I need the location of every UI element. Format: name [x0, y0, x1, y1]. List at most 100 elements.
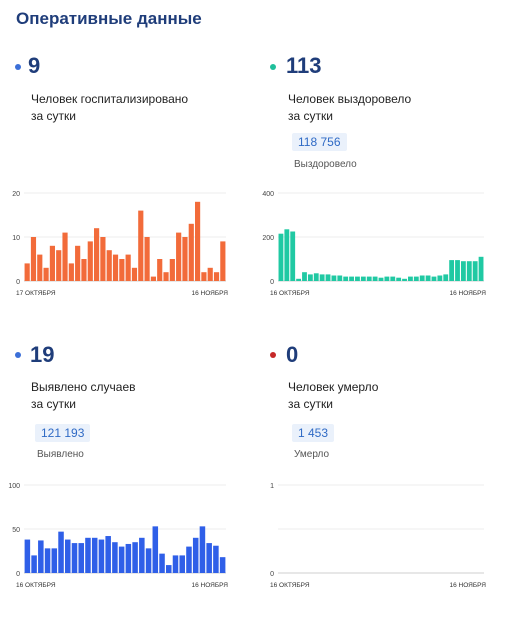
- bar: [199, 526, 206, 573]
- bar: [413, 276, 419, 281]
- bar: [106, 250, 112, 281]
- x-end-label: 16 НОЯБРЯ: [192, 582, 229, 589]
- bar: [68, 263, 74, 281]
- bar: [94, 228, 100, 281]
- bar: [455, 260, 460, 281]
- bar: [31, 555, 37, 573]
- y-tick-label: 0: [16, 571, 20, 578]
- bar: [38, 540, 44, 573]
- bar: [290, 231, 296, 281]
- status-dot: [270, 64, 276, 70]
- bar: [460, 261, 466, 281]
- bar: [105, 536, 111, 573]
- bar: [172, 555, 179, 573]
- bar: [384, 276, 390, 281]
- bar: [182, 237, 188, 281]
- y-tick-label: 10: [12, 235, 20, 242]
- bar: [78, 543, 84, 573]
- stat-label-line2: за сутки: [288, 397, 333, 411]
- bar: [166, 565, 172, 573]
- x-start-label: 16 ОКТЯБРЯ: [270, 290, 310, 297]
- bar: [37, 254, 43, 281]
- x-start-label: 16 ОКТЯБРЯ: [16, 582, 56, 589]
- bar: [91, 537, 98, 573]
- bar: [206, 543, 212, 573]
- bar: [302, 272, 307, 281]
- y-tick-label: 400: [262, 191, 274, 198]
- bar: [176, 232, 182, 281]
- bar: [65, 539, 71, 573]
- bar: [98, 539, 105, 573]
- bar: [313, 273, 319, 281]
- x-end-label: 16 НОЯБРЯ: [450, 290, 487, 297]
- bar: [118, 546, 125, 573]
- card-hospitalized: 9 Человек госпитализировано за сутки 20 1…: [10, 50, 260, 350]
- bar: [349, 276, 354, 281]
- bar-chart-recovered: 400 200 0 16 ОКТЯБРЯ 16 НОЯБРЯ: [262, 191, 487, 297]
- bar: [449, 260, 455, 281]
- bar-chart-hospitalized: 20 10 0 17 ОКТЯБРЯ 16 НОЯБРЯ: [12, 191, 229, 297]
- bar: [278, 233, 284, 281]
- bar: [195, 201, 201, 281]
- bar: [152, 526, 159, 573]
- stat-label-line1: Выявлено случаев: [31, 380, 136, 394]
- bar: [408, 276, 413, 281]
- bar: [213, 272, 220, 281]
- y-tick-label: 1: [270, 483, 274, 490]
- bar: [51, 548, 58, 573]
- bar: [131, 267, 138, 281]
- y-tick-label: 0: [16, 279, 20, 286]
- bar: [219, 557, 226, 573]
- y-tick-label: 200: [262, 235, 274, 242]
- stat-label-line2: за сутки: [31, 109, 76, 123]
- bar: [125, 254, 131, 281]
- bar: [132, 542, 138, 573]
- bar: [372, 276, 378, 281]
- bar: [443, 274, 449, 281]
- bar: [284, 229, 290, 281]
- bar: [402, 278, 407, 281]
- x-end-label: 16 НОЯБРЯ: [192, 290, 229, 297]
- total-badge: 118 756: [292, 133, 347, 151]
- bar: [390, 276, 396, 281]
- stat-value: 113: [286, 53, 322, 78]
- y-tick-label: 0: [270, 279, 274, 286]
- total-label: Выявлено: [37, 449, 84, 460]
- bar: [360, 276, 366, 281]
- bar: [220, 241, 226, 281]
- bar: [355, 276, 360, 281]
- total-label: Выздоровело: [294, 159, 357, 170]
- total-badge: 1 453: [292, 424, 335, 442]
- bar: [44, 548, 51, 573]
- bar: [396, 277, 402, 281]
- bar: [24, 263, 30, 281]
- bar: [169, 259, 175, 281]
- bar: [81, 259, 87, 281]
- bar: [201, 272, 207, 281]
- bar: [213, 545, 219, 573]
- y-tick-label: 20: [12, 191, 20, 198]
- bar: [43, 267, 49, 281]
- bar: [188, 223, 194, 281]
- card-deaths: 0 Человек умерло за сутки 1 453 Умерло 1…: [265, 340, 515, 640]
- bar: [296, 278, 302, 281]
- bar-chart-deaths: 1 0 16 ОКТЯБРЯ 16 НОЯБРЯ: [270, 483, 487, 589]
- total-label: Умерло: [294, 449, 330, 460]
- stat-label-line1: Человек выздоровело: [288, 92, 412, 106]
- bar: [207, 267, 213, 281]
- bar: [337, 275, 343, 281]
- bar: [119, 259, 125, 281]
- x-end-label: 16 НОЯБРЯ: [450, 582, 487, 589]
- bar: [478, 256, 484, 281]
- bar: [87, 241, 93, 281]
- bar: [378, 277, 384, 281]
- bar: [49, 245, 55, 281]
- bar: [144, 237, 150, 281]
- stat-label-line1: Человек умерло: [288, 380, 379, 394]
- bar: [186, 546, 192, 573]
- bar: [331, 275, 337, 281]
- stat-label-line1: Человек госпитализировано: [31, 92, 189, 106]
- bar: [58, 531, 64, 573]
- bar-chart-cases: 100 50 0 16 ОКТЯБРЯ 16 НОЯБРЯ: [8, 483, 229, 589]
- bar: [307, 274, 313, 281]
